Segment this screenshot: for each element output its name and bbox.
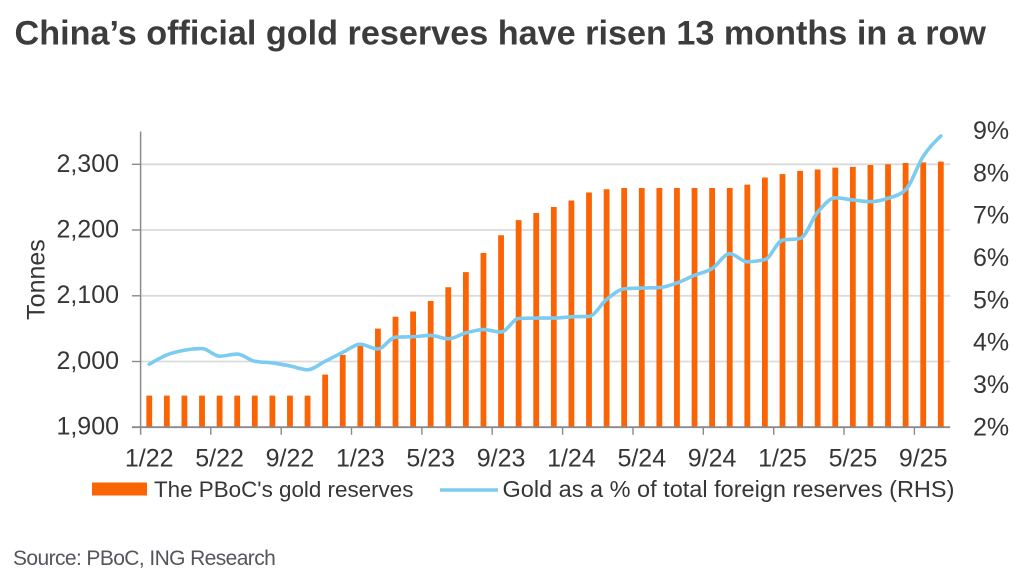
svg-text:5/24: 5/24	[617, 445, 666, 473]
svg-text:5/22: 5/22	[195, 445, 244, 473]
svg-text:China’s official gold reserves: China’s official gold reserves have rise…	[15, 14, 987, 52]
svg-text:6%: 6%	[973, 244, 1009, 272]
svg-text:Tonnes: Tonnes	[23, 239, 51, 320]
svg-text:3%: 3%	[973, 371, 1009, 399]
svg-text:2,100: 2,100	[56, 281, 119, 309]
svg-text:9/25: 9/25	[899, 445, 948, 473]
svg-text:1/22: 1/22	[125, 445, 174, 473]
svg-text:5/23: 5/23	[406, 445, 455, 473]
svg-text:9/24: 9/24	[688, 445, 737, 473]
svg-text:The PBoC's gold reserves: The PBoC's gold reserves	[154, 477, 413, 502]
svg-text:1/23: 1/23	[336, 445, 385, 473]
svg-text:2,200: 2,200	[56, 216, 119, 244]
svg-text:1/25: 1/25	[758, 445, 807, 473]
svg-text:8%: 8%	[973, 159, 1009, 187]
svg-text:1,900: 1,900	[56, 413, 119, 441]
svg-text:2%: 2%	[973, 413, 1009, 441]
svg-text:4%: 4%	[973, 329, 1009, 357]
svg-text:5/25: 5/25	[829, 445, 878, 473]
svg-text:Source: PBoC, ING Research: Source: PBoC, ING Research	[13, 547, 275, 570]
svg-text:5%: 5%	[973, 286, 1009, 314]
svg-text:7%: 7%	[973, 202, 1009, 230]
svg-text:9/23: 9/23	[477, 445, 526, 473]
svg-text:2,300: 2,300	[56, 150, 119, 178]
svg-text:1/24: 1/24	[547, 445, 596, 473]
svg-text:Gold as a % of total foreign r: Gold as a % of total foreign reserves (R…	[503, 476, 955, 502]
svg-text:9%: 9%	[973, 117, 1009, 145]
svg-text:2,000: 2,000	[56, 347, 119, 375]
svg-text:9/22: 9/22	[266, 445, 315, 473]
